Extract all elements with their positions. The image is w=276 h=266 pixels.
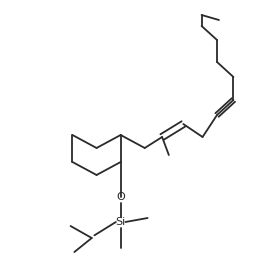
Text: Si: Si: [116, 217, 126, 227]
Text: O: O: [116, 192, 125, 202]
